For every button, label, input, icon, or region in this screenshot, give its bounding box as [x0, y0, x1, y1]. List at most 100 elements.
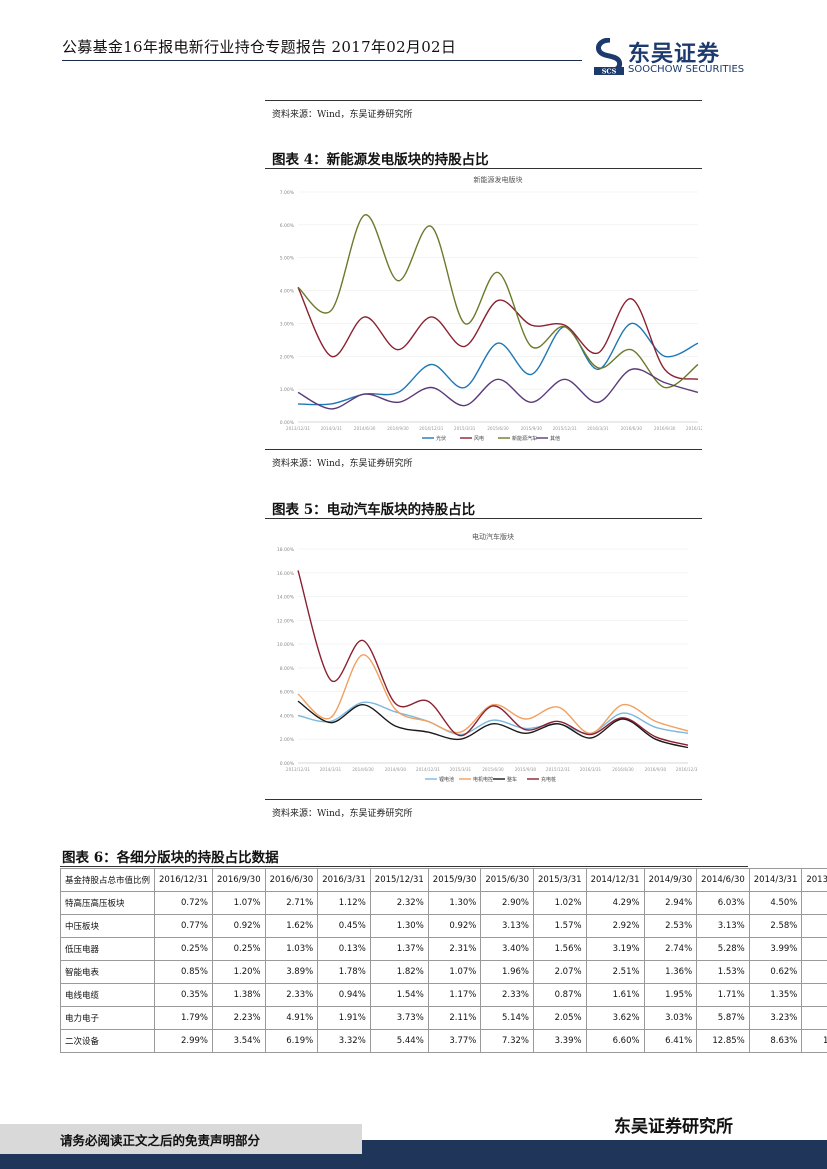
figure5-bottom-rule [265, 799, 702, 800]
table-cell: 3.13% [480, 914, 534, 938]
table-cell: 5.14% [480, 1006, 534, 1030]
table-cell: 2.33% [264, 983, 319, 1007]
table-cell: 2.33% [480, 983, 534, 1007]
figure4-chart: 新能源发电版块 0.00% 1.00% 2.00% 3.00% 4.00% 5.00% 6.0… [268, 170, 702, 448]
table-row: 电线电缆 0.35% 1.38% 2.33% 0.94% 1.54% 1.17% 2.33% 0… [59, 983, 827, 1007]
legend-label: 锂电池 [439, 776, 454, 783]
table-row: 中压板块 0.77% 0.92% 1.62% 0.45% 1.30% 0.92% 3.13% 1… [59, 914, 827, 938]
figure4-rule [265, 168, 702, 169]
table-cell: 1.30% [369, 914, 429, 938]
series-line [297, 286, 699, 380]
table-header-date: 2015/9/30 [427, 868, 482, 892]
y-tick-label: 10.00% [277, 642, 295, 648]
x-tick-label: 2013/12/31 [286, 426, 310, 431]
series-line [297, 654, 689, 735]
logo-mark-icon: SCS [594, 38, 624, 76]
figure6-rule [60, 866, 748, 867]
table-cell: 1.96% [801, 983, 827, 1007]
table-cell: 1.37% [369, 937, 429, 961]
y-tick-label: 4.00% [280, 289, 295, 295]
y-tick-label: 3.00% [280, 321, 295, 327]
table-cell: 0.45% [317, 914, 371, 938]
table-cell: 0.92% [427, 914, 482, 938]
table-header-date: 2013/12/31 [801, 868, 827, 892]
figure5-chart: 电动汽车版块 0.00% 2.00% 4.00% 6.00% 8.00% 10.00% 12.… [276, 524, 698, 786]
logo-en: SOOCHOW SECURITIES [628, 64, 745, 75]
table-cell: 1.71% [696, 983, 750, 1007]
table-cell: 3.62% [585, 1006, 645, 1030]
y-tick-label: 8.00% [280, 666, 295, 672]
legend-label: 风电 [474, 435, 484, 442]
table-cell: 0.25% [154, 937, 214, 961]
table-cell: 5.44% [369, 1029, 429, 1053]
y-tick-label: 14.00% [277, 595, 295, 601]
table-cell: 0.72% [154, 891, 214, 915]
table-cell: 3.04% [801, 914, 827, 938]
table-cell: 0.87% [532, 983, 587, 1007]
table-header-date: 2016/3/31 [317, 868, 371, 892]
table-cell: 3.19% [585, 937, 645, 961]
table-cell: 2.58% [748, 914, 803, 938]
x-tick-label: 2015/9/30 [515, 767, 537, 772]
table-cell: 1.82% [369, 960, 429, 984]
table-header-date: 2014/12/31 [585, 868, 645, 892]
table-cell: 2.32% [369, 891, 429, 915]
table-cell: 4.50% [748, 891, 803, 915]
table-cell: 2.05% [532, 1006, 587, 1030]
table-cell: 2.53% [643, 914, 698, 938]
y-tick-label: 5.00% [280, 256, 295, 262]
table-header-date: 2016/12/31 [154, 868, 214, 892]
table-cell: 8.63% [748, 1029, 803, 1053]
series-line [297, 701, 689, 736]
disclaimer-bar [0, 1124, 362, 1154]
x-tick-label: 2016/3/31 [580, 767, 602, 772]
table-row: 智能电表 0.85% 1.20% 3.89% 1.78% 1.82% 1.07% 1.96% 2… [59, 960, 827, 984]
table-cell: 1.91% [317, 1006, 371, 1030]
chart-title: 新能源发电版块 [474, 175, 523, 184]
table-cell: 1.03% [264, 937, 319, 961]
x-tick-label: 2015/3/31 [450, 767, 472, 772]
table-header-date: 2014/6/30 [696, 868, 750, 892]
x-tick-label: 2014/6/30 [352, 767, 374, 772]
table-cell: 2.31% [427, 937, 482, 961]
legend-label: 光伏 [436, 435, 446, 442]
table-cell: 12.85% [696, 1029, 750, 1053]
table-cell: 2.11% [427, 1006, 482, 1030]
table-cell: 1.54% [369, 983, 429, 1007]
x-tick-label: 2016/6/30 [612, 767, 634, 772]
table-cell: 6.02% [801, 937, 827, 961]
table-row-label: 特高压高压板块 [59, 891, 156, 915]
x-tick-label: 2016/12/31 [686, 426, 702, 431]
table-cell: 0.25% [212, 937, 266, 961]
table-cell: 0.13% [317, 937, 371, 961]
table-cell: 3.80% [801, 1006, 827, 1030]
table-cell: 0.77% [154, 914, 214, 938]
x-tick-label: 2015/6/30 [482, 767, 504, 772]
table-cell: 1.96% [480, 960, 534, 984]
legend-label: 充电桩 [541, 776, 556, 783]
table-cell: 1.02% [532, 891, 587, 915]
table-cell: 1.07% [427, 960, 482, 984]
table-row: 特高压高压板块 0.72% 1.07% 2.71% 1.12% 2.32% 1.30% 2.9… [59, 891, 827, 915]
x-tick-label: 2015/12/31 [546, 767, 570, 772]
company-logo: SCS 东吴证券 SOOCHOW SECURITIES [594, 38, 764, 78]
table-cell: 1.56% [532, 937, 587, 961]
series-line [297, 570, 689, 746]
x-tick-label: 2015/12/31 [553, 426, 577, 431]
table-cell: 6.03% [696, 891, 750, 915]
table-cell: 6.60% [585, 1029, 645, 1053]
series-line [297, 368, 699, 410]
table-cell: 0.62% [748, 960, 803, 984]
x-tick-label: 2015/9/30 [521, 426, 543, 431]
y-tick-label: 1.00% [280, 387, 295, 393]
x-tick-label: 2016/6/30 [621, 426, 643, 431]
table-cell: 1.79% [154, 1006, 214, 1030]
table-cell: 3.89% [264, 960, 319, 984]
table-cell: 4.91% [264, 1006, 319, 1030]
table-header-date: 2014/9/30 [643, 868, 698, 892]
table-header-date: 2016/6/30 [264, 868, 319, 892]
table-cell: 3.39% [532, 1029, 587, 1053]
x-tick-label: 2016/12/31 [676, 767, 698, 772]
table-cell: 1.61% [585, 983, 645, 1007]
table-row-label: 低压电器 [59, 937, 156, 961]
